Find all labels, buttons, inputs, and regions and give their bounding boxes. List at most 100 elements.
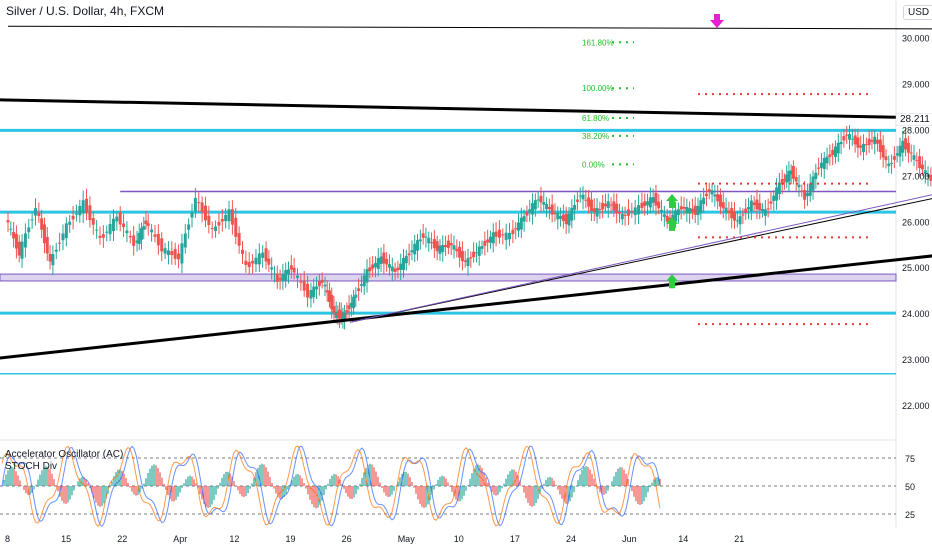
candle-body [517, 222, 521, 231]
x-tick-label: 17 [510, 534, 520, 544]
candle-body [30, 219, 34, 221]
candle-body [545, 203, 549, 210]
candle-body [825, 156, 829, 164]
candle-body [752, 202, 756, 206]
osc-tick-label: 75 [905, 454, 915, 464]
candle-body [111, 218, 115, 232]
y-tick-label: 30.000 [902, 34, 930, 44]
candle-body [668, 217, 672, 221]
candle-body [418, 239, 422, 242]
candle-body [435, 241, 439, 252]
candle-body [730, 208, 734, 219]
candle-body [214, 226, 218, 232]
candle-body [528, 209, 532, 214]
candle-body [438, 245, 442, 254]
candle-body [142, 226, 146, 230]
candle-body [441, 244, 445, 252]
candle-body [115, 216, 119, 222]
candle-body [58, 242, 62, 244]
candle-body [747, 207, 751, 210]
candle-body [359, 284, 363, 286]
candle-body [822, 157, 826, 169]
candle-body [741, 214, 745, 216]
x-tick-label: 26 [342, 534, 352, 544]
thin-uptrend [350, 198, 932, 323]
candle-body [873, 136, 877, 145]
candle-body [379, 256, 383, 264]
candle-body [74, 213, 78, 215]
candle-body [217, 221, 221, 226]
candle-body [508, 232, 512, 240]
candle-body [912, 155, 916, 160]
candle-body [325, 290, 329, 293]
candle-body [749, 200, 753, 212]
purple-wedge-lower [350, 194, 932, 323]
candle-body [455, 248, 459, 252]
candle-body [755, 199, 759, 210]
candle-body [533, 200, 537, 210]
candle-body [831, 149, 835, 156]
candle-body [402, 258, 406, 270]
candle-body [923, 170, 927, 174]
fib-level-label: 0.00% [582, 160, 605, 169]
candle-body [848, 134, 851, 140]
candle-body [424, 236, 428, 238]
stoch-d-line [1, 445, 661, 528]
candle-body [575, 199, 579, 202]
candle-body [662, 214, 666, 217]
candle-body [727, 210, 731, 213]
candle-body [278, 277, 282, 280]
last-price-tag: 28.211 [897, 114, 932, 125]
candle-body [556, 213, 560, 220]
candle-body [173, 248, 177, 259]
fib-level-label: 100.00% [582, 84, 614, 93]
candle-body [839, 141, 843, 145]
fib-level-label: 61.80% [582, 114, 609, 123]
candle-body [432, 239, 436, 249]
candle-body [345, 310, 349, 313]
candle-body [207, 215, 211, 226]
candle-body [542, 202, 546, 205]
candle-body [37, 212, 41, 217]
candle-body [504, 232, 508, 240]
candle-body [421, 233, 425, 238]
candle-body [315, 286, 319, 290]
candle-body [230, 209, 234, 225]
candle-body [648, 197, 652, 208]
candle-body [898, 145, 902, 157]
candle-body [531, 203, 535, 215]
candle-body [410, 250, 414, 253]
candle-body [330, 294, 334, 310]
candle-body [64, 223, 68, 239]
candle-body [497, 229, 501, 238]
candle-body [578, 195, 582, 197]
x-tick-label: 22 [117, 534, 127, 544]
candle-body [584, 199, 588, 201]
candle-body [702, 197, 706, 205]
candle-body [210, 228, 214, 230]
candle-body [665, 215, 669, 222]
ac-indicator-label[interactable]: Accelerator Oscillator (AC) [5, 449, 124, 460]
candle-body [306, 283, 310, 298]
candle-body [674, 210, 678, 222]
candle-body [758, 203, 762, 211]
candle-body [224, 214, 228, 222]
candle-body [780, 179, 784, 185]
candle-body [98, 235, 102, 238]
candle-body [657, 201, 661, 209]
candle-body [474, 252, 478, 254]
candle-body [320, 279, 324, 283]
osc-tick-label: 25 [905, 510, 915, 520]
candle-body [744, 208, 748, 213]
x-tick-label: 8 [5, 534, 10, 544]
x-tick-label: 12 [229, 534, 239, 544]
currency-button[interactable]: USD [903, 5, 932, 20]
fib-level-label: 38.20% [582, 132, 609, 141]
candle-body [901, 140, 905, 153]
stoch-indicator-label[interactable]: STOCH Div [5, 461, 58, 472]
candle-body [654, 192, 658, 206]
candle-body [808, 183, 812, 196]
candle-body [486, 239, 490, 243]
green-up-arrow [666, 216, 678, 231]
